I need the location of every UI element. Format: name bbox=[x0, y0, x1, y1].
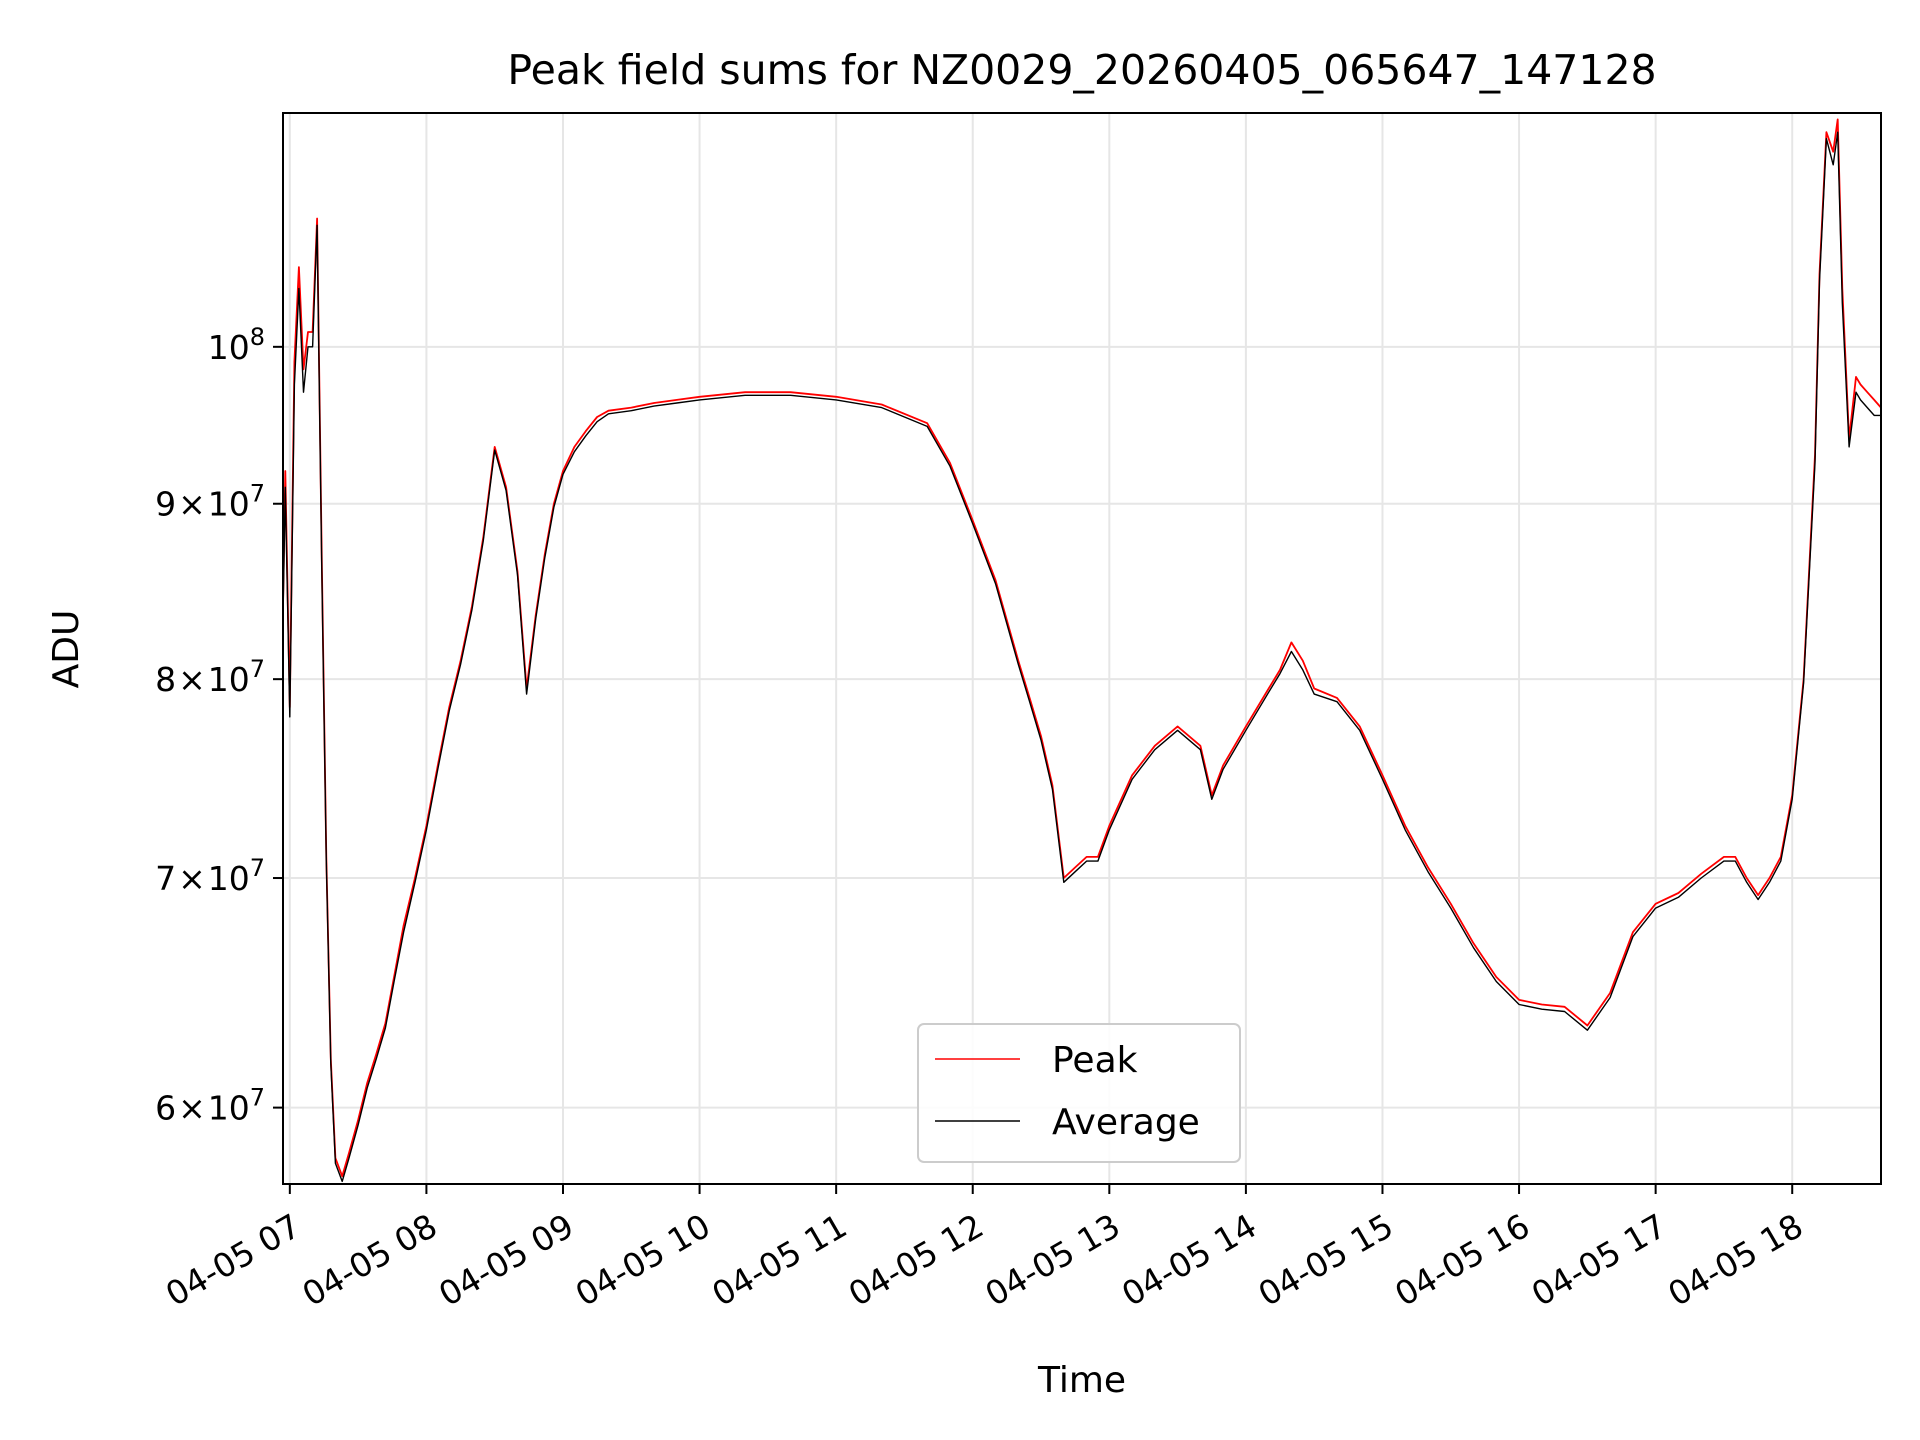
y-tick-label: 6×107 bbox=[155, 1084, 265, 1128]
y-tick-exp: 7 bbox=[250, 854, 265, 882]
x-axis-label: Time bbox=[1037, 1360, 1126, 1401]
y-tick-mult: × bbox=[178, 660, 206, 699]
y-tick-pow: 10 bbox=[208, 1089, 250, 1128]
y-tick-base: 8 bbox=[155, 660, 176, 699]
y-tick-mult: × bbox=[178, 859, 206, 898]
y-axis-label: ADU bbox=[46, 610, 87, 689]
y-tick-base: 9 bbox=[155, 485, 176, 524]
y-tick-label: 7×107 bbox=[155, 854, 265, 898]
series-line-peak bbox=[282, 118, 1882, 1178]
y-tick-label: 9×107 bbox=[155, 480, 265, 524]
plot-frame bbox=[282, 112, 1882, 1185]
y-tick-exp: 7 bbox=[250, 480, 265, 508]
y-tick-exp: 7 bbox=[250, 1084, 265, 1112]
y-tick-label: 108 bbox=[208, 323, 265, 367]
legend-label-peak: Peak bbox=[1052, 1040, 1138, 1081]
series-line-average bbox=[282, 131, 1881, 1183]
plot-series bbox=[282, 118, 1882, 1183]
y-tick-mult: × bbox=[178, 485, 206, 524]
y-tick-pow: 10 bbox=[208, 485, 250, 524]
y-tick-base: 6 bbox=[155, 1089, 176, 1128]
legend-label-average: Average bbox=[1052, 1102, 1200, 1143]
y-tick-base: 7 bbox=[155, 859, 176, 898]
y-tick-mult: × bbox=[178, 1089, 206, 1128]
y-tick-label: 8×107 bbox=[155, 655, 265, 699]
y-tick-pow: 10 bbox=[208, 328, 250, 367]
legend: Peak Average bbox=[917, 1023, 1241, 1163]
y-tick-pow: 10 bbox=[208, 660, 250, 699]
x-gridlines bbox=[288, 113, 1794, 1184]
y-tick-pow: 10 bbox=[208, 859, 250, 898]
y-tick-exp: 8 bbox=[250, 323, 265, 351]
y-tick-exp: 7 bbox=[250, 655, 265, 683]
chart-title: Peak field sums for NZ0029_20260405_0656… bbox=[507, 46, 1656, 94]
